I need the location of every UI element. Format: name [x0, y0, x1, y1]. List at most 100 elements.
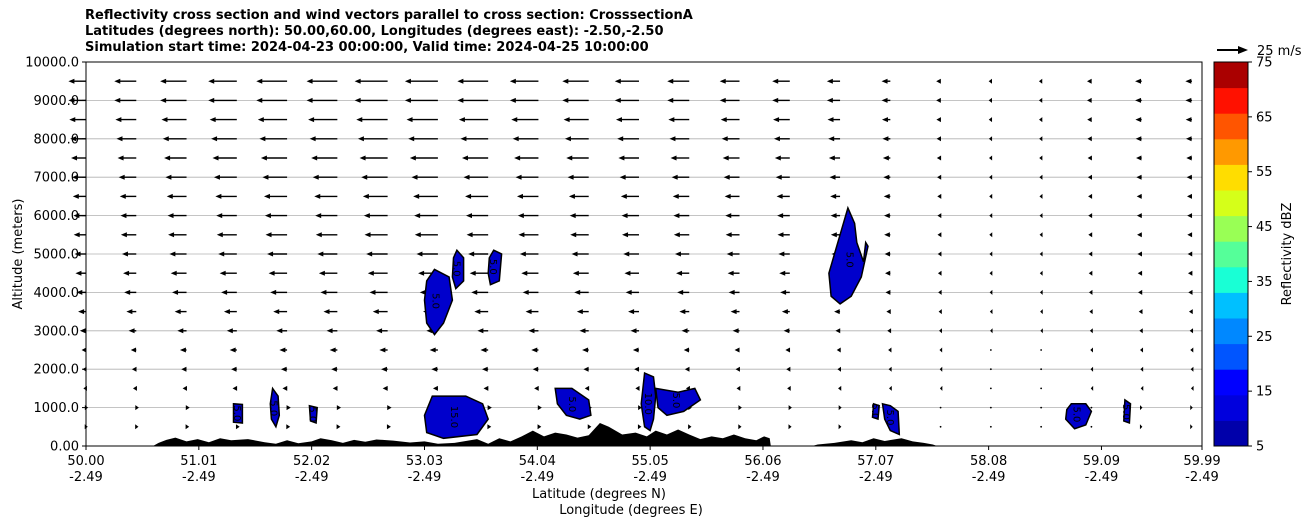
- wind-vector: [1039, 136, 1043, 142]
- wind-vector-head: [989, 193, 993, 199]
- wind-vector: [677, 289, 690, 295]
- wind-vector: [881, 117, 891, 123]
- quiver-key-label: 25 m/s: [1257, 44, 1302, 59]
- wind-vector: [1087, 174, 1092, 180]
- wind-vector: [114, 97, 137, 103]
- colorbar-segment: [1214, 138, 1248, 165]
- colorbar-segment: [1214, 318, 1248, 345]
- wind-vector-head: [582, 347, 589, 353]
- wind-vector-head: [361, 174, 368, 180]
- wind-vector-head: [135, 424, 139, 430]
- wind-vector: [1088, 232, 1093, 238]
- wind-vector-head: [1089, 309, 1093, 315]
- wind-vector-head: [315, 213, 322, 219]
- wind-vector: [938, 289, 942, 295]
- wind-vector-head: [1136, 213, 1142, 219]
- wind-vector-head: [416, 251, 423, 257]
- wind-vector-head: [777, 232, 784, 238]
- wind-vector: [569, 213, 589, 219]
- wind-vector: [1185, 97, 1192, 103]
- y-tick-label: 5000.0: [34, 248, 80, 263]
- wind-vector-head: [885, 289, 891, 295]
- wind-vector-head: [1187, 251, 1193, 257]
- wind-vector: [306, 78, 338, 84]
- x-tick-label-lat: 57.07: [857, 454, 894, 469]
- wind-vector-head: [988, 136, 993, 142]
- contour-label: 10.0: [642, 393, 653, 415]
- wind-vector: [1087, 155, 1092, 161]
- wind-vector: [216, 213, 237, 219]
- wind-vector-head: [587, 424, 592, 430]
- contour-label: 5.0: [451, 261, 462, 277]
- wind-vector-head: [569, 213, 576, 219]
- wind-vector: [989, 270, 993, 276]
- wind-vector: [669, 136, 690, 142]
- wind-vector: [882, 136, 891, 142]
- wind-vector: [168, 232, 187, 238]
- wind-vector: [989, 174, 993, 180]
- wind-vector-head: [567, 174, 574, 180]
- wind-vector: [215, 193, 237, 199]
- wind-vector-head: [937, 232, 942, 238]
- wind-vector: [167, 213, 187, 219]
- wind-vector: [628, 309, 639, 315]
- wind-vector-head: [119, 193, 126, 199]
- wind-vector: [320, 289, 338, 295]
- x-tick-label-lon: -2.49: [408, 470, 442, 485]
- wind-vector: [1088, 270, 1093, 276]
- wind-vector-head: [1187, 270, 1193, 276]
- wind-vector: [727, 270, 740, 276]
- wind-vector-head: [1140, 366, 1144, 372]
- wind-vector: [1137, 251, 1142, 257]
- wind-vector-head: [781, 309, 788, 315]
- wind-vector: [988, 78, 992, 84]
- wind-vector-head: [730, 309, 737, 315]
- colorbar-tick-label: 65: [1256, 110, 1273, 125]
- wind-vector: [218, 251, 237, 257]
- wind-vector: [1186, 155, 1192, 161]
- wind-vector-head: [788, 405, 792, 411]
- wind-vector-head: [216, 213, 223, 219]
- wind-vector-head: [172, 289, 179, 295]
- wind-vector: [668, 117, 690, 123]
- wind-vector: [386, 424, 391, 430]
- wind-vector-head: [837, 366, 841, 372]
- wind-vector: [937, 174, 942, 180]
- wind-vector-head: [68, 97, 75, 103]
- x-tick-label-lat: 59.99: [1183, 454, 1220, 469]
- wind-vector-head: [260, 155, 267, 161]
- wind-vector: [720, 117, 740, 123]
- x-tick-label-lon: -2.49: [859, 470, 893, 485]
- wind-vector-head: [429, 347, 436, 353]
- wind-vector: [482, 366, 489, 372]
- wind-vector-head: [209, 117, 216, 123]
- wind-vector-head: [830, 232, 837, 238]
- wind-vector: [212, 155, 237, 161]
- wind-vector-head: [734, 347, 740, 353]
- wind-vector-head: [312, 174, 319, 180]
- wind-vector-head: [882, 136, 889, 142]
- wind-vector-head: [1039, 270, 1043, 276]
- wind-vector-head: [482, 366, 488, 372]
- wind-vector: [416, 251, 438, 257]
- wind-vector: [119, 193, 137, 199]
- wind-vector-head: [570, 232, 577, 238]
- wind-vector-head: [413, 193, 420, 199]
- wind-vector-head: [174, 309, 181, 315]
- wind-vector: [363, 213, 388, 219]
- wind-vector-head: [229, 347, 236, 353]
- wind-vector-head: [356, 117, 363, 123]
- wind-vector: [562, 97, 589, 103]
- x-tick-label-lon: -2.49: [69, 470, 103, 485]
- wind-vector: [511, 117, 539, 123]
- wind-vector: [458, 117, 489, 123]
- wind-vector-head: [474, 309, 481, 315]
- wind-vector-head: [881, 78, 888, 84]
- wind-vector-head: [1190, 424, 1193, 430]
- wind-vector-head: [1039, 155, 1043, 161]
- wind-vector-head: [835, 328, 841, 334]
- wind-vector-head: [1186, 174, 1192, 180]
- wind-vector-head: [164, 155, 171, 161]
- wind-vector-head: [881, 97, 888, 103]
- wind-vector-head: [537, 405, 542, 411]
